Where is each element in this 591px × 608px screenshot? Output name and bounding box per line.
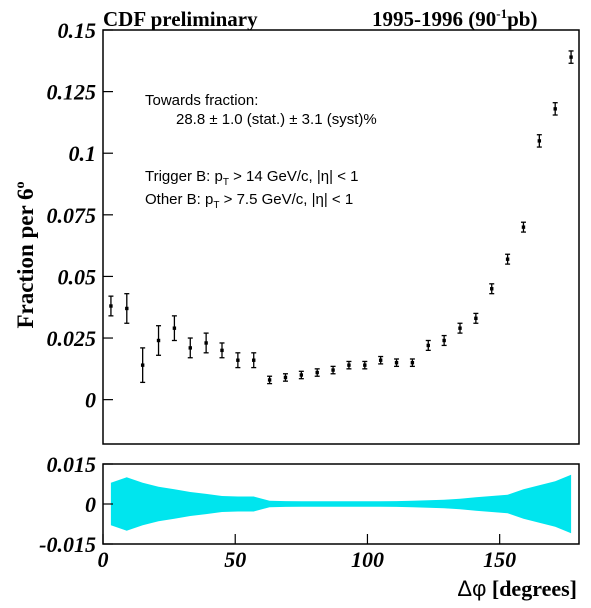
residual-y-tick-label: 0 [85, 492, 96, 517]
data-point [362, 360, 368, 370]
towards-fraction-label: Towards fraction: [145, 92, 258, 109]
x-tick-label: 100 [351, 547, 384, 572]
data-point [473, 312, 479, 324]
data-point [457, 322, 463, 334]
main-y-tick-label: 0.05 [58, 264, 97, 289]
other-b-cut: Other B: pT > 7.5 GeV/c, |η| < 1 [145, 191, 353, 211]
main-y-tick-label: 0 [85, 388, 96, 413]
main-data-points [108, 50, 574, 385]
header-right: 1995-1996 (90-1pb) [372, 6, 537, 31]
data-point [219, 342, 225, 359]
data-point [489, 283, 495, 295]
main-y-tick-label: 0.025 [47, 326, 97, 351]
x-axis: 0 50 100 150 [98, 534, 516, 572]
data-point [267, 375, 273, 385]
data-point [505, 253, 511, 265]
towards-fraction-value: 28.8 ± 1.0 (stat.) ± 3.1 (syst)% [176, 111, 377, 128]
y-axis-title: Fraction per 6o [13, 181, 38, 328]
data-point [235, 352, 241, 369]
data-point [282, 373, 288, 382]
data-point [203, 332, 209, 354]
main-plot-frame [102, 29, 580, 445]
residual-y-axis: -0.015 0 0.015 [39, 452, 113, 557]
residual-y-tick-label: -0.015 [39, 532, 96, 557]
trigger-b-cut: Trigger B: pT > 14 GeV/c, |η| < 1 [145, 168, 358, 188]
data-point [187, 337, 193, 359]
data-point [520, 221, 526, 233]
data-point [124, 293, 130, 324]
data-point [409, 358, 415, 368]
data-point [378, 355, 384, 365]
main-y-tick-label: 0.075 [47, 203, 97, 228]
data-point [171, 315, 177, 342]
data-point [108, 295, 114, 317]
data-point [298, 370, 304, 380]
data-point [314, 368, 320, 377]
x-tick-label: 0 [98, 547, 109, 572]
data-point [251, 352, 257, 369]
data-point [346, 360, 352, 370]
x-axis-title: Δφ [degrees] [457, 576, 577, 601]
data-point [425, 339, 431, 352]
data-point [568, 50, 574, 64]
data-point [536, 134, 542, 148]
data-point [441, 334, 447, 347]
data-point [156, 325, 162, 356]
data-point [140, 347, 146, 384]
data-point [394, 358, 400, 368]
x-tick-label: 150 [483, 547, 516, 572]
main-y-tick-label: 0.125 [47, 80, 97, 105]
x-tick-label: 50 [224, 547, 246, 572]
main-y-tick-label: 0.1 [69, 141, 97, 166]
systematic-band [110, 474, 572, 534]
data-point [330, 365, 336, 375]
header-left: CDF preliminary [103, 7, 258, 31]
data-point [552, 102, 558, 116]
main-y-axis: 0 0.025 0.05 0.075 0.1 0.125 0.15 [47, 18, 113, 413]
residual-y-tick-label: 0.015 [47, 452, 97, 477]
main-y-tick-label: 0.15 [58, 18, 97, 43]
